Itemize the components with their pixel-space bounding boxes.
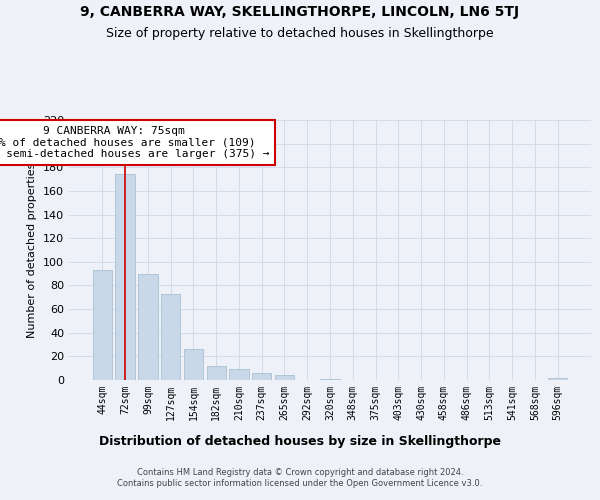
Bar: [229, 370, 248, 380]
Bar: [252, 373, 271, 380]
Text: 9 CANBERRA WAY: 75sqm
← 22% of detached houses are smaller (109)
77% of semi-det: 9 CANBERRA WAY: 75sqm ← 22% of detached …: [0, 126, 269, 159]
Bar: [161, 294, 181, 380]
Text: Contains HM Land Registry data © Crown copyright and database right 2024.
Contai: Contains HM Land Registry data © Crown c…: [118, 468, 482, 487]
Bar: [275, 376, 294, 380]
Bar: [320, 379, 340, 380]
Bar: [548, 378, 567, 380]
Text: Size of property relative to detached houses in Skellingthorpe: Size of property relative to detached ho…: [106, 28, 494, 40]
Bar: [115, 174, 135, 380]
Bar: [206, 366, 226, 380]
Bar: [93, 270, 112, 380]
Text: Distribution of detached houses by size in Skellingthorpe: Distribution of detached houses by size …: [99, 435, 501, 448]
Text: 9, CANBERRA WAY, SKELLINGTHORPE, LINCOLN, LN6 5TJ: 9, CANBERRA WAY, SKELLINGTHORPE, LINCOLN…: [80, 5, 520, 19]
Y-axis label: Number of detached properties: Number of detached properties: [28, 162, 37, 338]
Bar: [138, 274, 158, 380]
Bar: [184, 350, 203, 380]
